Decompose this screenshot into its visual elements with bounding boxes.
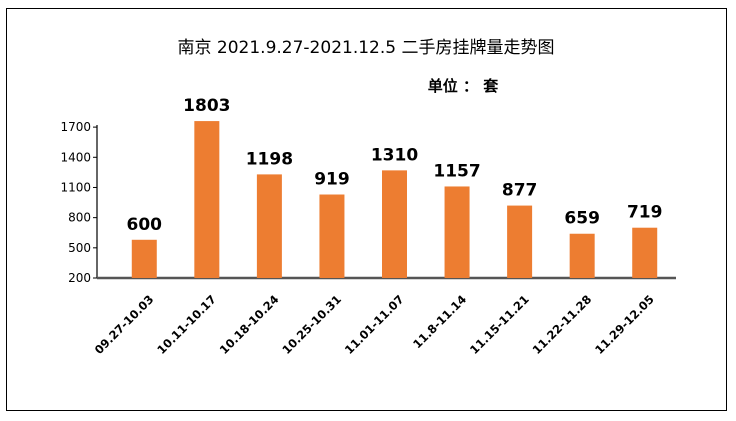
x-tick-label: 11.15-11.21	[467, 292, 532, 357]
bar-11.29-12.05	[632, 227, 658, 278]
bar-11.22-11.28	[569, 233, 595, 278]
y-tick-label: 200	[68, 271, 91, 285]
bar-09.27-10.03	[131, 239, 157, 278]
value-label: 1198	[246, 149, 293, 169]
bar-11.15-11.21	[507, 205, 533, 278]
x-tick-label: 10.11-10.17	[154, 292, 219, 357]
value-label: 877	[502, 181, 538, 201]
value-label: 719	[627, 203, 663, 223]
value-label: 659	[564, 209, 600, 229]
value-label: 1310	[371, 145, 418, 165]
bar-11.01-11.07	[382, 170, 407, 278]
y-tick-label: 800	[68, 211, 91, 225]
y-axis: 200 500 800 1100 1400 1700	[60, 120, 98, 285]
value-labels-group: 600 1803 1198 919 1310 1157 877 659 719	[127, 96, 663, 235]
x-tick-label: 11.01-11.07	[342, 292, 407, 357]
x-tick-label: 10.18-10.24	[217, 292, 282, 357]
value-label: 600	[127, 215, 163, 235]
value-label: 1803	[183, 96, 230, 116]
x-tick-label: 11.29-12.05	[592, 292, 657, 357]
chart-frame	[6, 8, 727, 411]
bar-11.8-11.14	[444, 186, 470, 278]
y-tick-label: 1100	[60, 180, 91, 194]
value-label: 1157	[433, 161, 480, 181]
y-tick-label: 1400	[60, 150, 91, 164]
x-tick-label: 10.25-10.31	[279, 292, 344, 357]
chart-title: 南京 2021.9.27-2021.12.5 二手房挂牌量走势图	[178, 38, 555, 58]
bar-10.18-10.24	[256, 174, 282, 278]
bar-10.25-10.31	[319, 194, 345, 278]
x-tick-labels-group: 09.27-10.0310.11-10.1710.18-10.2410.25-1…	[92, 292, 657, 357]
x-tick-label: 09.27-10.03	[92, 292, 157, 357]
bars-group	[131, 121, 658, 278]
x-tick-label: 11.22-11.28	[530, 292, 595, 357]
y-tick-label: 500	[68, 241, 91, 255]
unit-label: 单位 ： 套	[428, 77, 499, 95]
y-tick-label: 1700	[60, 120, 91, 134]
value-label: 919	[314, 170, 350, 190]
bar-10.11-10.17	[194, 121, 220, 278]
x-tick-label: 11.8-11.14	[410, 292, 469, 351]
